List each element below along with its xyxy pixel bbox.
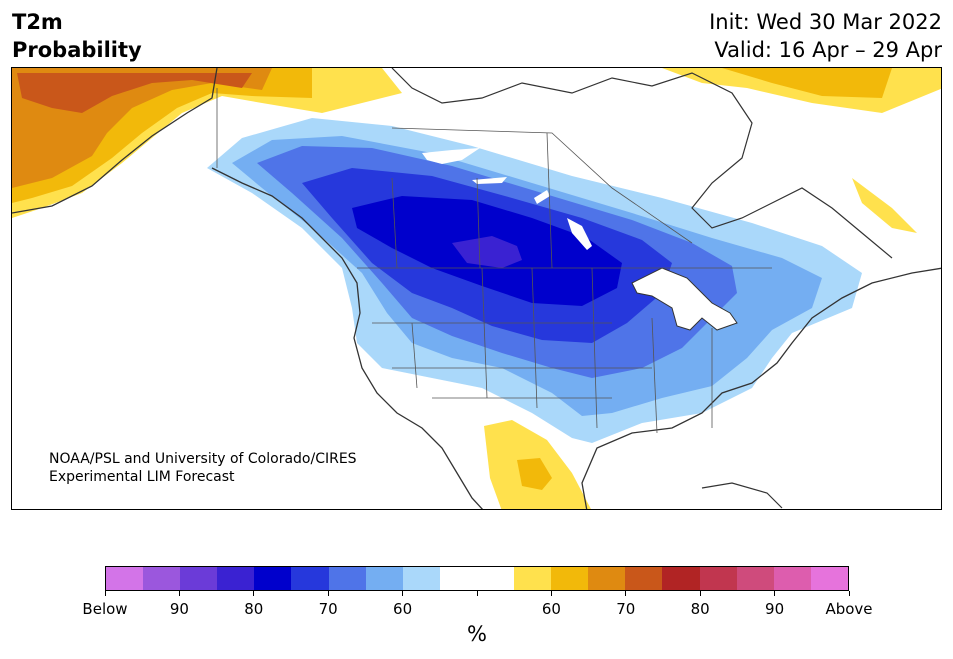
colorbar-tick	[104, 591, 106, 596]
lake-winnipeg	[567, 218, 592, 250]
coastline-west	[211, 167, 484, 509]
init-date: Init: Wed 30 Mar 2022	[709, 10, 942, 34]
above-70-region-mexico	[517, 458, 552, 490]
colorbar-tick	[476, 591, 478, 596]
above-90-region-alaska	[17, 73, 252, 113]
colorbar-swatch	[402, 567, 440, 590]
colorbar-swatch	[217, 567, 255, 590]
colorbar-tick-label: 80	[244, 600, 264, 618]
colorbar-swatch	[588, 567, 626, 590]
great-lakes	[631, 267, 738, 331]
coastline-alaska	[12, 68, 218, 214]
colorbar-swatch	[810, 567, 848, 590]
colorbar-tick-label: 90	[169, 600, 189, 618]
colorbar-tick-label: 70	[318, 600, 338, 618]
lake-great-bear	[422, 148, 480, 164]
colorbar-tick-label: 70	[616, 600, 636, 618]
coastline-cuba	[701, 482, 783, 509]
coastline-gulf	[581, 267, 941, 509]
title-quantity: Probability	[12, 38, 142, 62]
lake-great-slave	[472, 177, 507, 184]
colorbar-tick	[178, 591, 180, 596]
lake-athabasca	[534, 190, 550, 204]
colorbar-swatch	[773, 567, 811, 590]
above-70-region-labrador	[722, 68, 892, 98]
credit-note: NOAA/PSL and University of Colorado/CIRE…	[49, 450, 357, 486]
colorbar-swatch	[143, 567, 181, 590]
colorbar-tick	[625, 591, 627, 596]
probability-map	[11, 67, 942, 510]
colorbar-swatch	[476, 567, 515, 590]
colorbar-tick	[402, 591, 404, 596]
colorbar-swatch	[328, 567, 366, 590]
colorbar-tick-label: Above	[825, 600, 873, 618]
map-title: T2m Probability	[12, 8, 142, 64]
forecast-dates: Init: Wed 30 Mar 2022 Valid: 16 Apr – 29…	[709, 8, 942, 64]
political-borders	[216, 88, 772, 434]
colorbar-swatch	[254, 567, 292, 590]
colorbar-swatch	[514, 567, 552, 590]
credit-line-2: Experimental LIM Forecast	[49, 469, 235, 485]
map-canvas	[12, 68, 941, 509]
colorbar-tick-label: 60	[541, 600, 561, 618]
colorbar-swatch	[439, 567, 477, 590]
colorbar-swatch	[291, 567, 329, 590]
colorbar-tick	[774, 591, 776, 596]
colorbar-swatch	[625, 567, 663, 590]
colorbar-tick-label: Below	[82, 600, 128, 618]
valid-range: Valid: 16 Apr – 29 Apr	[714, 38, 942, 62]
colorbar-tick-label: 90	[765, 600, 785, 618]
colorbar-tick	[848, 591, 850, 596]
colorbar	[105, 566, 849, 591]
colorbar-swatch	[365, 567, 403, 590]
colorbar-tick	[699, 591, 701, 596]
below-peak-region	[452, 236, 522, 268]
colorbar-unit: %	[467, 622, 487, 646]
colorbar-swatch	[551, 567, 589, 590]
colorbar-tick	[327, 591, 329, 596]
colorbar-swatch	[662, 567, 700, 590]
credit-line-1: NOAA/PSL and University of Colorado/CIRE…	[49, 451, 357, 467]
colorbar-tick	[253, 591, 255, 596]
colorbar-swatch	[736, 567, 774, 590]
colorbar-tick-label: 60	[393, 600, 413, 618]
colorbar-tick-label: 80	[690, 600, 710, 618]
colorbar-swatch	[180, 567, 218, 590]
title-variable: T2m	[12, 10, 63, 34]
above-60-region-quebec	[852, 178, 917, 233]
colorbar-tick	[550, 591, 552, 596]
coastline-arctic	[391, 68, 893, 259]
colorbar-swatch	[699, 567, 737, 590]
colorbar-swatch	[106, 567, 144, 590]
